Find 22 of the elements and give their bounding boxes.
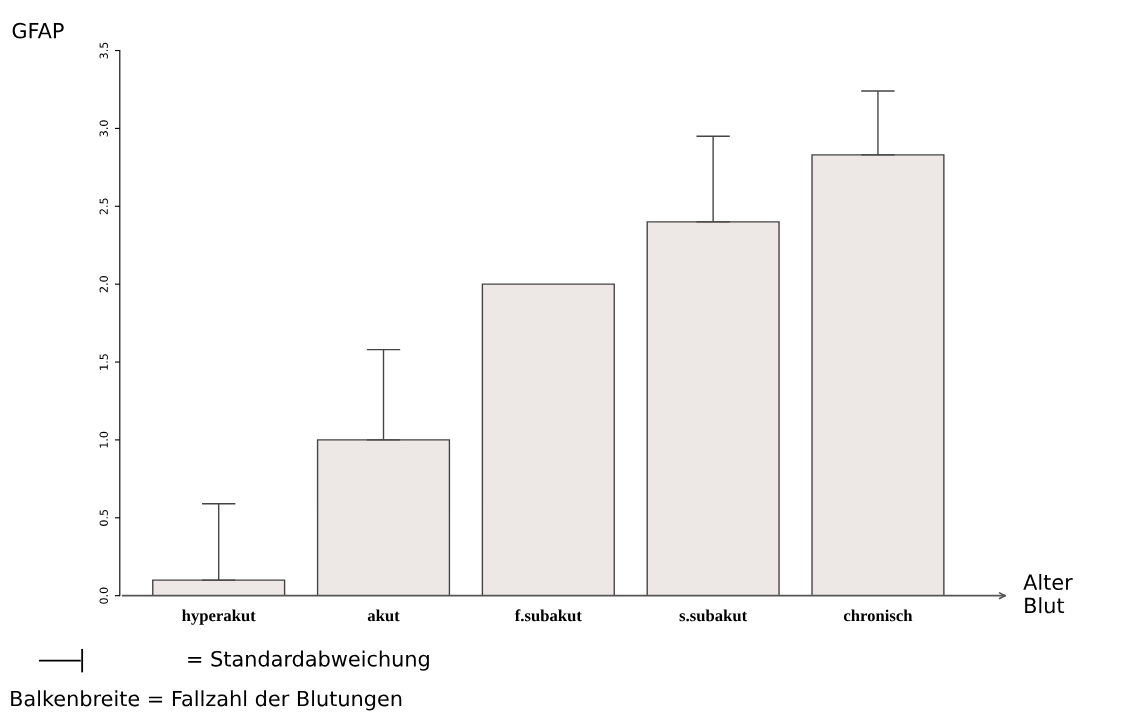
x-axis-title: Alter Blut [1023,573,1073,614]
y-tick-label: 2.5 [99,198,108,215]
y-tick-label: 0.5 [99,509,108,526]
bar [152,579,286,596]
bar [646,221,780,596]
y-tick-label: 3.0 [99,120,108,137]
x-tick-label: f.subakut [514,609,582,622]
text: Balkenbreite = Fallzahl der Blutungen [11,690,402,711]
bar [811,154,945,596]
x-tick-label: s.subakut [679,609,748,622]
y-axis-title: GFAP [12,22,64,39]
y-tick-label: 2.0 [99,276,108,293]
y-tick-label: 1.5 [99,354,108,370]
bar [481,283,615,596]
y-tick-label: 3.5 [99,42,108,59]
bar [316,439,451,596]
x-tick-label: chronisch [843,609,913,622]
text: = Standardabweichung [188,650,429,671]
y-tick-label: 1.0 [99,431,108,448]
x-tick-label: akut [367,609,400,622]
x-tick-label: hyperakut [182,609,256,625]
y-tick-label: 0.0 [99,587,108,604]
